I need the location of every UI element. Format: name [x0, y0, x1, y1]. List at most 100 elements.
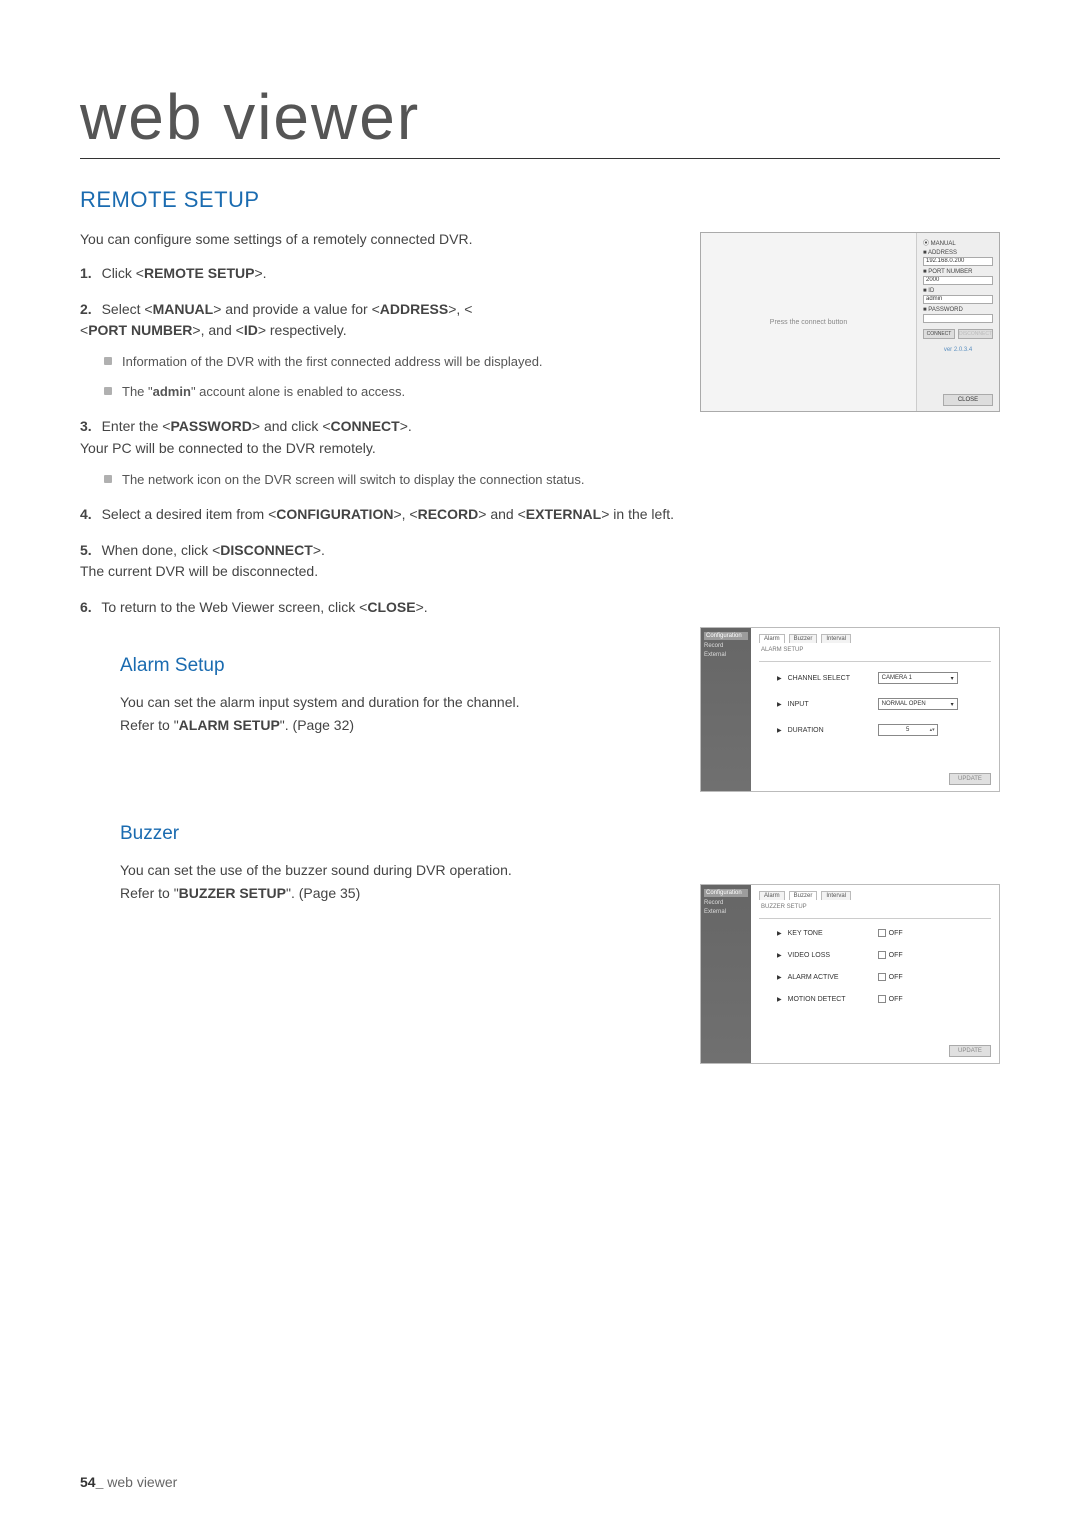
update-button[interactable]: UPDATE — [949, 773, 991, 785]
address-input[interactable]: 192.168.0.200 — [923, 257, 993, 266]
step-3: 3. Enter the <PASSWORD> and click <CONNE… — [80, 416, 1000, 490]
tab-buzzer[interactable]: Buzzer — [789, 634, 818, 643]
step-text: >, and < — [192, 322, 243, 338]
motion-detect-checkbox[interactable] — [878, 995, 886, 1003]
step-keyword: EXTERNAL — [526, 506, 601, 522]
step-4: 4. Select a desired item from <CONFIGURA… — [80, 504, 1000, 526]
row-key-tone: ▶ KEY TONE OFF — [777, 929, 991, 937]
step-text: Enter the < — [102, 418, 171, 434]
step-6: 6. To return to the Web Viewer screen, c… — [80, 597, 1000, 619]
page-main-title: web viewer — [80, 80, 1000, 159]
address-label: ■ ADDRESS — [923, 250, 993, 256]
buzzer-desc: You can set the use of the buzzer sound … — [120, 859, 520, 881]
ref-keyword: ALARM SETUP — [179, 717, 280, 733]
sub-title-buzzer: Buzzer — [120, 823, 1000, 845]
step-text: > and provide a value for < — [213, 301, 380, 317]
dropdown-value: CAMERA 1 — [882, 675, 912, 681]
step-text: Your PC will be connected to the DVR rem… — [80, 440, 376, 456]
tab-buzzer[interactable]: Buzzer — [789, 891, 818, 900]
step-text: >, < — [448, 301, 472, 317]
sidebar-item-configuration[interactable]: Configuration — [704, 889, 748, 897]
step-keyword: DISCONNECT — [220, 542, 313, 558]
label-video-loss: VIDEO LOSS — [788, 952, 878, 959]
row-video-loss: ▶ VIDEO LOSS OFF — [777, 951, 991, 959]
step-keyword: MANUAL — [153, 301, 214, 317]
step-text: >. — [416, 599, 428, 615]
step-keyword: ADDRESS — [380, 301, 448, 317]
page-footer: 54_ web viewer — [80, 1474, 177, 1490]
checkbox-label: OFF — [889, 930, 903, 937]
sidebar-item-external[interactable]: External — [704, 909, 748, 915]
connect-button[interactable]: CONNECT — [923, 329, 955, 339]
page-number: 54_ — [80, 1474, 103, 1490]
row-motion-detect: ▶ MOTION DETECT OFF — [777, 995, 991, 1003]
step-number: 2. — [80, 301, 92, 317]
key-tone-checkbox[interactable] — [878, 929, 886, 937]
fieldset-label: ALARM SETUP — [761, 647, 991, 653]
screenshot-alarm-setup: Configuration Record External Alarm Buzz… — [700, 627, 1000, 792]
step-keyword: ID — [244, 322, 258, 338]
step-number: 3. — [80, 418, 92, 434]
row-input: ▶ INPUT NORMAL OPEN▾ — [777, 698, 991, 710]
port-label: ■ PORT NUMBER — [923, 269, 993, 275]
input-dropdown[interactable]: NORMAL OPEN▾ — [878, 698, 958, 710]
chevron-down-icon: ▾ — [951, 701, 954, 708]
step-text: When done, click < — [102, 542, 221, 558]
tab-alarm[interactable]: Alarm — [759, 891, 785, 900]
version-text: ver 2.0.3.4 — [923, 347, 993, 353]
label-channel-select: CHANNEL SELECT — [788, 675, 878, 682]
tab-alarm[interactable]: Alarm — [759, 634, 785, 643]
chevron-down-icon: ▾ — [951, 675, 954, 682]
manual-radio[interactable]: ⦿ MANUAL — [923, 238, 993, 247]
step-keyword: PASSWORD — [170, 418, 251, 434]
alarm-active-checkbox[interactable] — [878, 973, 886, 981]
ref-text: ". (Page 32) — [280, 717, 354, 733]
tab-interval[interactable]: Interval — [821, 891, 851, 900]
step-number: 4. — [80, 506, 92, 522]
step-text: Click < — [102, 265, 144, 281]
sub-keyword: admin — [153, 384, 191, 399]
tabs: Alarm Buzzer Interval — [759, 891, 991, 900]
tab-interval[interactable]: Interval — [821, 634, 851, 643]
sub-text: The " — [122, 384, 153, 399]
sub-text: " account alone is enabled to access. — [191, 384, 405, 399]
port-input[interactable]: 2000 — [923, 276, 993, 285]
connection-preview-area: Press the connect button — [701, 233, 917, 411]
ref-text: Refer to " — [120, 717, 179, 733]
label-key-tone: KEY TONE — [788, 930, 878, 937]
sub-bullet: The network icon on the DVR screen will … — [104, 470, 1000, 490]
duration-spinner[interactable]: 5 — [878, 724, 938, 736]
step-keyword: CONFIGURATION — [276, 506, 393, 522]
triangle-icon: ▶ — [777, 952, 782, 959]
disconnect-button[interactable]: DISCONNECT — [958, 329, 993, 339]
section-title-remote-setup: REMOTE SETUP — [80, 187, 1000, 213]
video-loss-checkbox[interactable] — [878, 951, 886, 959]
connection-form: ⦿ MANUAL ■ ADDRESS 192.168.0.200 ■ PORT … — [917, 233, 999, 411]
step-number: 1. — [80, 265, 92, 281]
id-input[interactable]: admin — [923, 295, 993, 304]
step-5: 5. When done, click <DISCONNECT>. The cu… — [80, 540, 1000, 583]
checkbox-label: OFF — [889, 952, 903, 959]
ref-text: Refer to " — [120, 885, 179, 901]
tabs: Alarm Buzzer Interval — [759, 634, 991, 643]
close-button[interactable]: CLOSE — [943, 394, 993, 406]
sidebar-item-record[interactable]: Record — [704, 643, 748, 649]
ref-keyword: BUZZER SETUP — [179, 885, 286, 901]
side-nav: Configuration Record External — [701, 885, 751, 1063]
triangle-icon: ▶ — [777, 930, 782, 937]
password-input[interactable] — [923, 314, 993, 323]
triangle-icon: ▶ — [777, 675, 782, 682]
fieldset-label: BUZZER SETUP — [761, 904, 991, 910]
step-text: > respectively. — [258, 322, 347, 338]
update-button[interactable]: UPDATE — [949, 1045, 991, 1057]
sidebar-item-record[interactable]: Record — [704, 900, 748, 906]
label-input: INPUT — [788, 701, 878, 708]
channel-select-dropdown[interactable]: CAMERA 1 ▾ — [878, 672, 958, 684]
step-keyword: PORT NUMBER — [88, 322, 192, 338]
ref-text: ". (Page 35) — [286, 885, 360, 901]
side-nav: Configuration Record External — [701, 628, 751, 791]
step-text: > and click < — [252, 418, 331, 434]
sidebar-item-external[interactable]: External — [704, 652, 748, 658]
sidebar-item-configuration[interactable]: Configuration — [704, 632, 748, 640]
label-motion-detect: MOTION DETECT — [788, 996, 878, 1003]
